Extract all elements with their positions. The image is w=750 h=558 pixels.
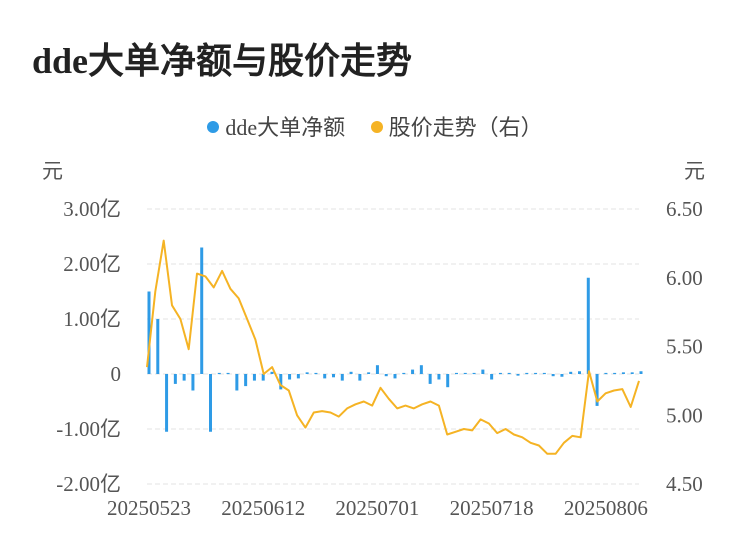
dde-bar xyxy=(472,372,476,375)
dde-bar xyxy=(630,372,634,374)
dde-bar xyxy=(428,374,432,384)
dde-bar xyxy=(525,372,529,375)
right-tick-label: 4.50 xyxy=(666,472,703,496)
dde-bar xyxy=(332,374,335,378)
dde-bar xyxy=(604,372,608,375)
dde-bar xyxy=(209,374,212,432)
dde-bar xyxy=(270,371,274,374)
dde-bar xyxy=(463,372,467,375)
right-tick-label: 5.50 xyxy=(666,335,703,359)
dde-bar xyxy=(340,374,344,381)
dde-bar xyxy=(551,374,555,377)
left-axis-unit: 元 xyxy=(42,159,63,183)
dde-bar xyxy=(235,374,239,391)
left-tick-label: 2.00亿 xyxy=(63,252,121,276)
right-tick-label: 6.00 xyxy=(666,266,703,290)
dde-bar xyxy=(305,372,309,374)
dde-bar xyxy=(165,374,169,432)
legend-item-dde[interactable]: dde大单净额 xyxy=(207,110,345,142)
dde-bar xyxy=(147,291,151,374)
dde-bar xyxy=(621,372,625,374)
dde-bar xyxy=(542,372,546,375)
left-tick-label: 0 xyxy=(111,362,122,386)
dde-bar xyxy=(411,369,415,374)
dde-bar xyxy=(595,374,599,406)
legend-dot-price xyxy=(370,121,383,133)
dde-bar xyxy=(446,374,450,388)
dde-bar xyxy=(217,372,221,375)
legend-label-price: 股价走势（右） xyxy=(388,115,543,140)
dde-bar xyxy=(244,374,248,387)
left-tick-label: -2.00亿 xyxy=(56,472,121,496)
right-tick-label: 5.00 xyxy=(666,403,703,427)
line-series-price xyxy=(146,239,640,455)
dde-bar xyxy=(402,372,406,375)
dde-bar xyxy=(288,374,292,380)
dde-bar xyxy=(349,371,353,374)
x-tick-label: 20250806 xyxy=(564,496,648,520)
dde-bar xyxy=(375,365,379,374)
dde-bar xyxy=(252,374,256,381)
dde-bar xyxy=(393,374,397,379)
dde-bar xyxy=(586,277,590,374)
legend-dot-dde xyxy=(207,121,220,133)
dde-bar xyxy=(226,372,230,375)
dde-bar xyxy=(182,374,186,381)
x-tick-label: 20250612 xyxy=(221,496,305,520)
dde-bar xyxy=(516,374,520,376)
dde-bar xyxy=(437,374,441,380)
dde-bar xyxy=(384,374,388,377)
dde-bar xyxy=(156,319,160,374)
legend: dde大单净额 股价走势（右） xyxy=(0,110,750,142)
dde-bar xyxy=(534,372,538,375)
dde-bar xyxy=(639,371,643,374)
axis-layer: 元 元 3.00亿 2.00亿 1.00亿 0 -1.00亿 -2.00亿 6.50 6.00… xyxy=(42,159,705,520)
dde-bar xyxy=(323,374,327,379)
dde-bar xyxy=(419,365,423,374)
dde-bar xyxy=(200,247,204,374)
dde-bar xyxy=(279,374,283,390)
dde-bar xyxy=(358,374,362,381)
dde-bar xyxy=(490,374,494,380)
x-tick-label: 20250523 xyxy=(107,496,191,520)
dde-bar xyxy=(481,369,485,374)
dde-bar xyxy=(560,374,564,377)
dde-bar xyxy=(507,372,511,375)
dde-bar xyxy=(569,371,573,374)
left-tick-label: 3.00亿 xyxy=(63,197,121,221)
x-tick-label: 20250701 xyxy=(335,496,419,520)
dde-bar xyxy=(455,372,458,375)
x-tick-label: 20250718 xyxy=(450,496,534,520)
price-line xyxy=(146,239,640,455)
legend-item-price[interactable]: 股价走势（右） xyxy=(370,110,543,142)
bar-series-dde xyxy=(147,247,643,432)
chart-title: dde大单净额与股价走势 xyxy=(32,41,413,81)
dde-bar xyxy=(613,372,617,375)
dde-bar xyxy=(261,374,265,381)
dde-bar xyxy=(191,374,195,391)
dde-bar xyxy=(296,374,300,379)
dde-bar xyxy=(314,372,318,375)
left-tick-label: 1.00亿 xyxy=(63,307,121,331)
right-axis-unit: 元 xyxy=(684,159,705,183)
dde-bar xyxy=(578,371,581,374)
right-tick-label: 6.50 xyxy=(666,197,703,221)
dde-bar xyxy=(173,374,177,384)
dde-bar xyxy=(498,372,502,375)
dde-bar xyxy=(367,372,371,374)
legend-label-dde: dde大单净额 xyxy=(225,115,346,140)
left-tick-label: -1.00亿 xyxy=(56,417,121,441)
